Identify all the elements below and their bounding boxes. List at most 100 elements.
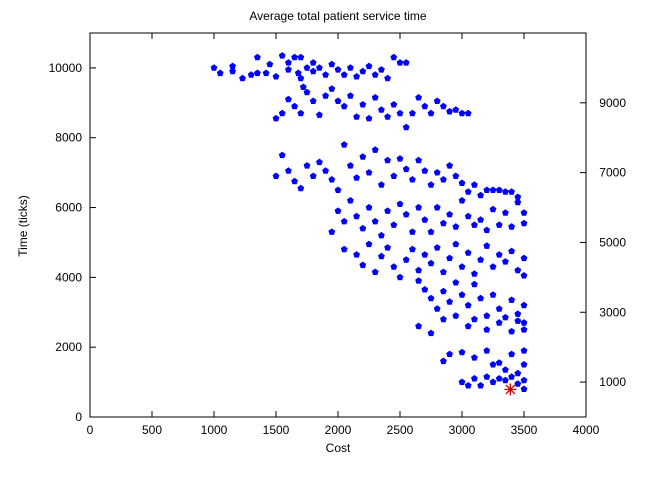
data-point	[514, 198, 522, 206]
data-point	[340, 217, 348, 225]
data-point	[353, 251, 360, 258]
data-point	[297, 184, 305, 192]
data-point	[347, 92, 354, 99]
data-point	[452, 223, 460, 230]
data-point	[378, 231, 385, 239]
data-point	[514, 310, 522, 317]
data-point	[433, 305, 441, 312]
data-point	[353, 113, 360, 120]
data-point	[440, 315, 447, 323]
data-point	[483, 226, 491, 234]
data-point	[471, 181, 478, 188]
data-point	[520, 326, 528, 333]
data-point	[483, 373, 491, 380]
data-point	[440, 357, 447, 365]
data-point	[440, 268, 447, 275]
data-point	[291, 53, 298, 61]
data-point	[458, 197, 466, 204]
data-point	[471, 354, 478, 361]
data-point	[359, 101, 367, 108]
data-point	[464, 322, 472, 330]
x-tick-label: 3000	[449, 423, 476, 437]
data-point	[396, 273, 404, 281]
data-point	[483, 326, 491, 333]
data-point	[415, 203, 422, 211]
data-point	[347, 197, 354, 204]
data-point	[415, 322, 422, 330]
data-point	[365, 114, 373, 122]
data-point	[514, 193, 522, 200]
x-tick-label: 0	[87, 423, 94, 437]
data-point	[421, 102, 429, 110]
data-point	[508, 247, 515, 255]
data-point	[514, 380, 522, 387]
data-point	[471, 270, 478, 277]
data-point	[458, 263, 466, 270]
data-point	[464, 249, 472, 256]
y2-tick-label: 7000	[599, 166, 626, 180]
data-point	[309, 172, 317, 179]
data-point	[495, 359, 503, 366]
data-point	[390, 172, 398, 179]
data-point	[452, 106, 460, 113]
data-point	[489, 291, 497, 298]
data-point	[520, 361, 528, 368]
data-point	[427, 109, 435, 117]
data-point	[402, 210, 410, 218]
data-point	[378, 181, 385, 188]
data-point	[508, 350, 515, 358]
data-point	[508, 373, 515, 380]
y2-tick-label: 3000	[599, 305, 626, 319]
data-point	[446, 210, 453, 218]
data-point	[365, 169, 373, 176]
data-point	[272, 172, 280, 179]
y-tick-label: 0	[75, 410, 82, 424]
data-point	[508, 327, 515, 335]
data-point	[309, 67, 317, 75]
data-point	[297, 74, 305, 82]
data-point	[247, 71, 255, 78]
data-point	[353, 174, 360, 181]
data-point	[433, 244, 441, 251]
x-axis-label: Cost	[326, 441, 351, 455]
data-point	[483, 312, 491, 319]
y-tick-label: 10000	[49, 61, 83, 75]
data-point	[489, 361, 497, 368]
data-point	[299, 83, 307, 90]
data-point	[266, 60, 274, 68]
data-point	[433, 97, 441, 104]
data-point	[390, 263, 398, 270]
data-point	[502, 366, 509, 373]
data-point	[495, 186, 503, 193]
data-point	[520, 272, 528, 279]
data-point	[477, 294, 484, 302]
data-point	[322, 92, 329, 99]
data-point	[421, 216, 429, 223]
data-point	[458, 378, 466, 385]
data-point	[458, 348, 466, 356]
data-point	[384, 244, 391, 251]
data-point	[502, 258, 509, 265]
x-tick-label: 3500	[511, 423, 538, 437]
data-point	[464, 109, 472, 117]
data-point	[458, 291, 466, 298]
data-point	[303, 64, 311, 71]
data-point	[316, 158, 323, 166]
data-point	[520, 301, 528, 309]
data-point	[520, 254, 528, 262]
x-tick-label: 2000	[325, 423, 352, 437]
data-point	[371, 268, 379, 275]
data-point	[471, 280, 478, 288]
data-point	[489, 186, 497, 193]
data-point	[520, 319, 528, 326]
y-tick-label: 4000	[55, 270, 82, 284]
data-point	[365, 203, 373, 211]
data-point	[489, 378, 497, 385]
data-point	[421, 251, 429, 258]
data-point	[495, 221, 503, 228]
y2-tick-label: 5000	[599, 235, 626, 249]
data-point	[328, 60, 336, 68]
data-point	[309, 97, 317, 104]
data-point	[272, 114, 280, 122]
data-point	[396, 155, 404, 162]
